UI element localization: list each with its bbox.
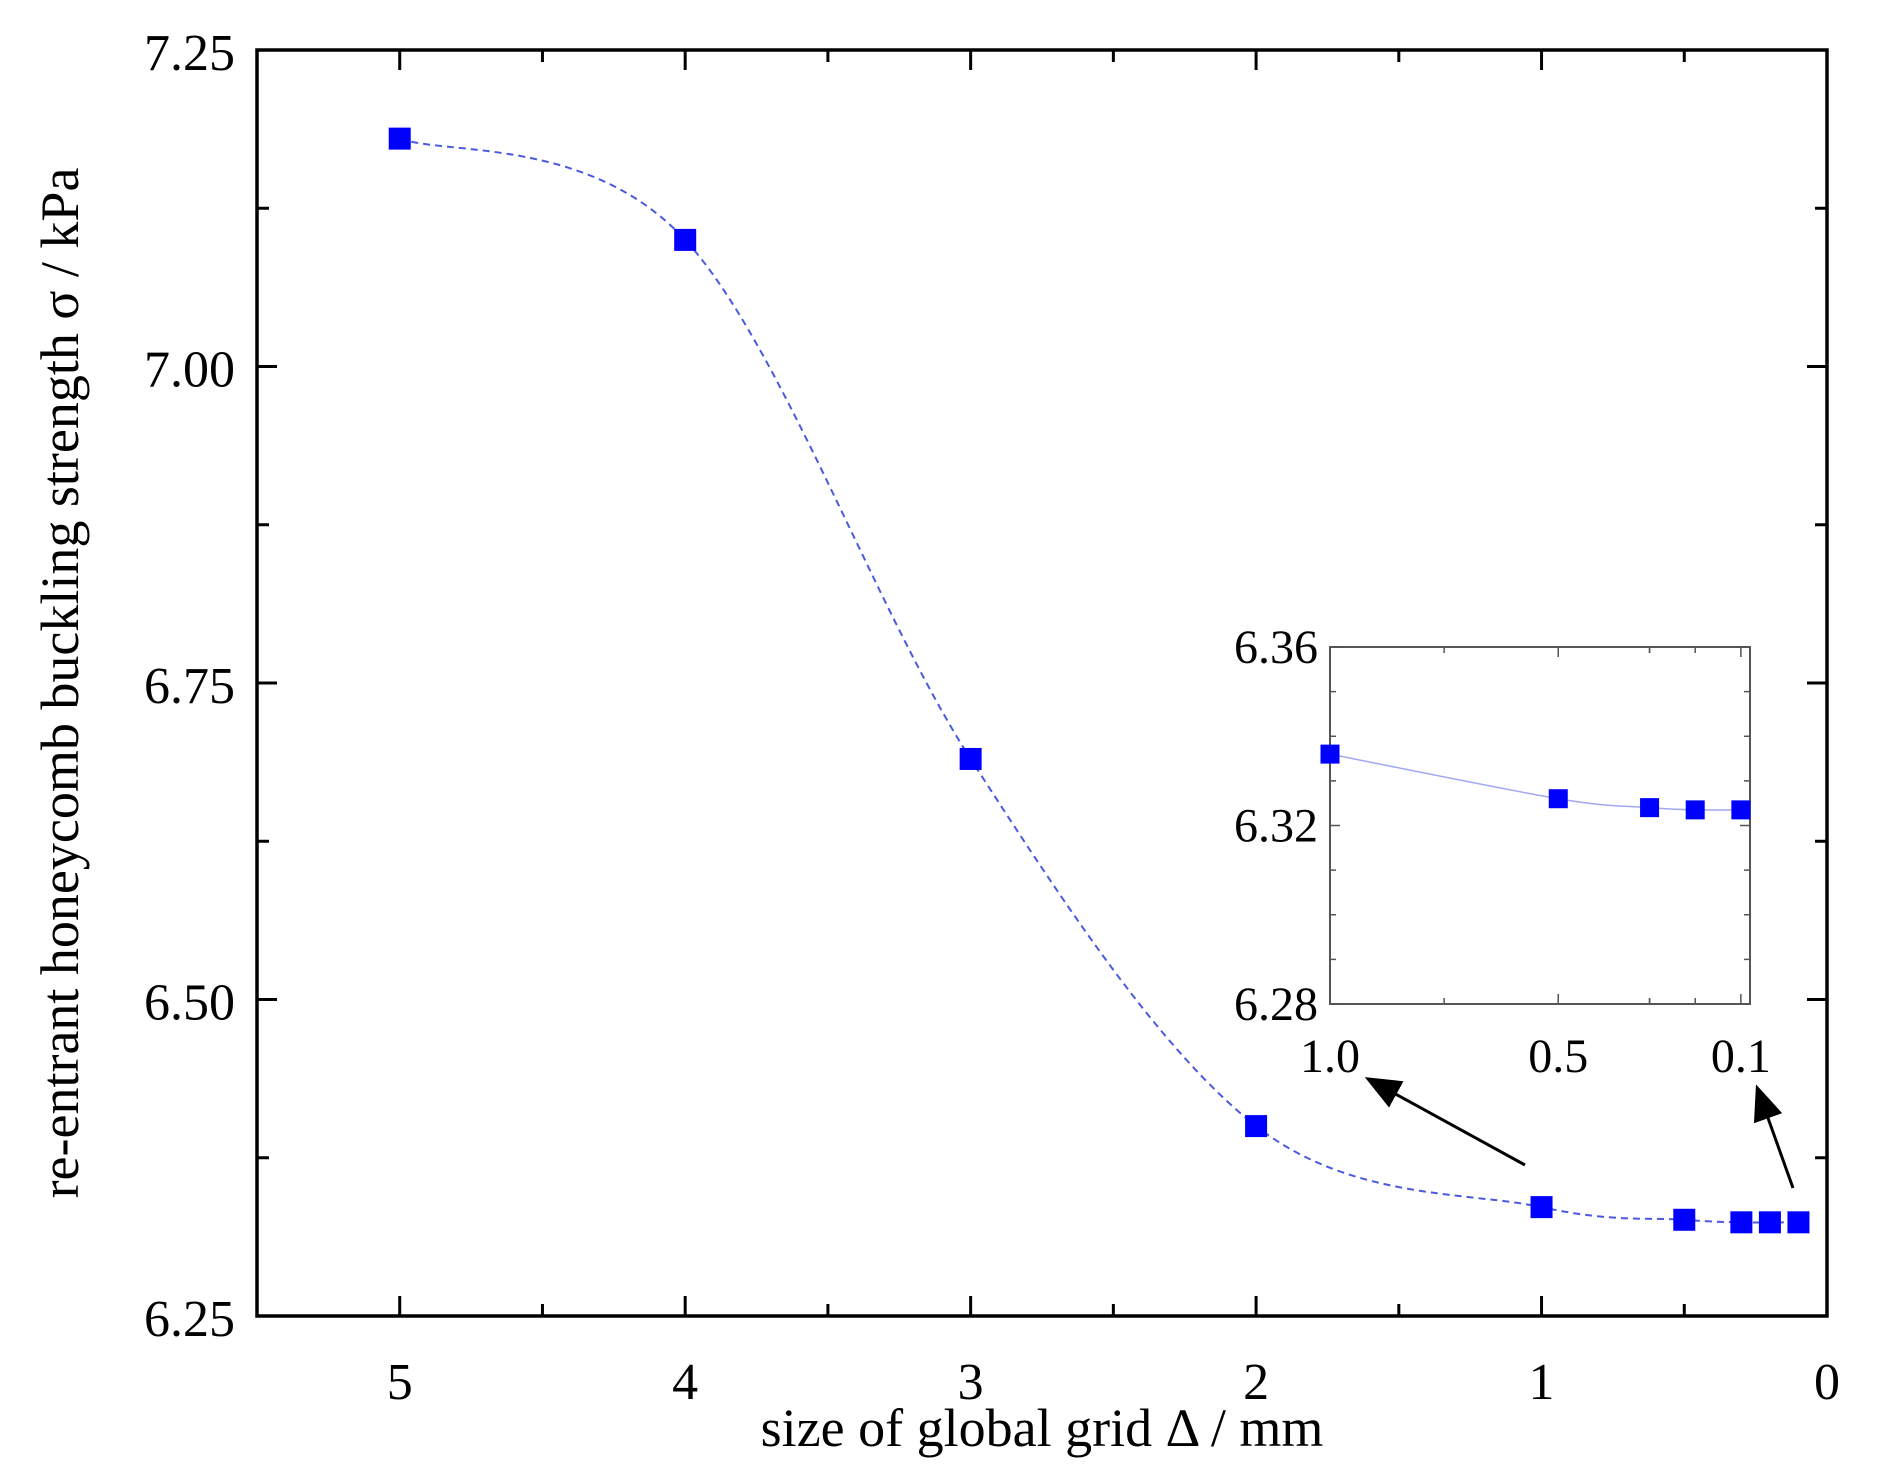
data-point (674, 228, 697, 251)
data-point (1730, 1211, 1753, 1234)
x-tick-label: 0 (1814, 1354, 1840, 1411)
inset-y-tick-label: 6.36 (1234, 621, 1318, 674)
inset-y-tick-label: 6.32 (1234, 800, 1318, 853)
annotation-arrows (1364, 1077, 1795, 1189)
data-point (388, 127, 411, 150)
y-tick-label: 7.25 (144, 25, 235, 82)
data-point (1530, 1196, 1553, 1219)
y-axis-title: re-entrant honeycomb buckling strength σ… (30, 168, 90, 1199)
inset-x-tick-label: 0.1 (1711, 1030, 1771, 1083)
inset-plot-frame (1329, 646, 1751, 1005)
data-point (959, 747, 982, 770)
arrow-to-inset-2 (1753, 1084, 1795, 1189)
main-plot: 5 4 3 2 1 0 6.25 6.50 6.75 7.00 7.25 size of global… (30, 25, 1840, 1458)
y-tick-label: 7.00 (144, 342, 235, 399)
data-point (1758, 1211, 1781, 1234)
y-tick-label: 6.75 (144, 658, 235, 715)
x-tick-label: 2 (1243, 1354, 1269, 1411)
data-point (1245, 1115, 1268, 1138)
inset-data-point (1685, 800, 1705, 820)
y-tick-label: 6.25 (144, 1291, 235, 1348)
y-tick-label: 6.50 (144, 975, 235, 1032)
inset-data-point (1548, 789, 1568, 809)
inset-y-tick-label: 6.28 (1234, 978, 1318, 1031)
x-tick-label: 4 (672, 1354, 698, 1411)
inset-plot: 1.0 0.5 0.1 6.28 6.32 6.36 (1234, 621, 1771, 1083)
inset-data-point (1640, 798, 1660, 818)
x-axis-title: size of global grid Δ / mm (761, 1398, 1324, 1458)
x-tick-label: 5 (387, 1354, 413, 1411)
inset-data-point (1320, 744, 1340, 764)
x-tick-label: 3 (958, 1354, 984, 1411)
inset-x-tick-label: 1.0 (1300, 1030, 1360, 1083)
data-point (1673, 1208, 1696, 1231)
data-point (1787, 1211, 1810, 1234)
inset-x-tick-label: 0.5 (1528, 1030, 1588, 1083)
inset-data-point (1731, 800, 1751, 820)
x-tick-label: 1 (1529, 1354, 1555, 1411)
arrow-to-inset-1 (1364, 1077, 1526, 1167)
